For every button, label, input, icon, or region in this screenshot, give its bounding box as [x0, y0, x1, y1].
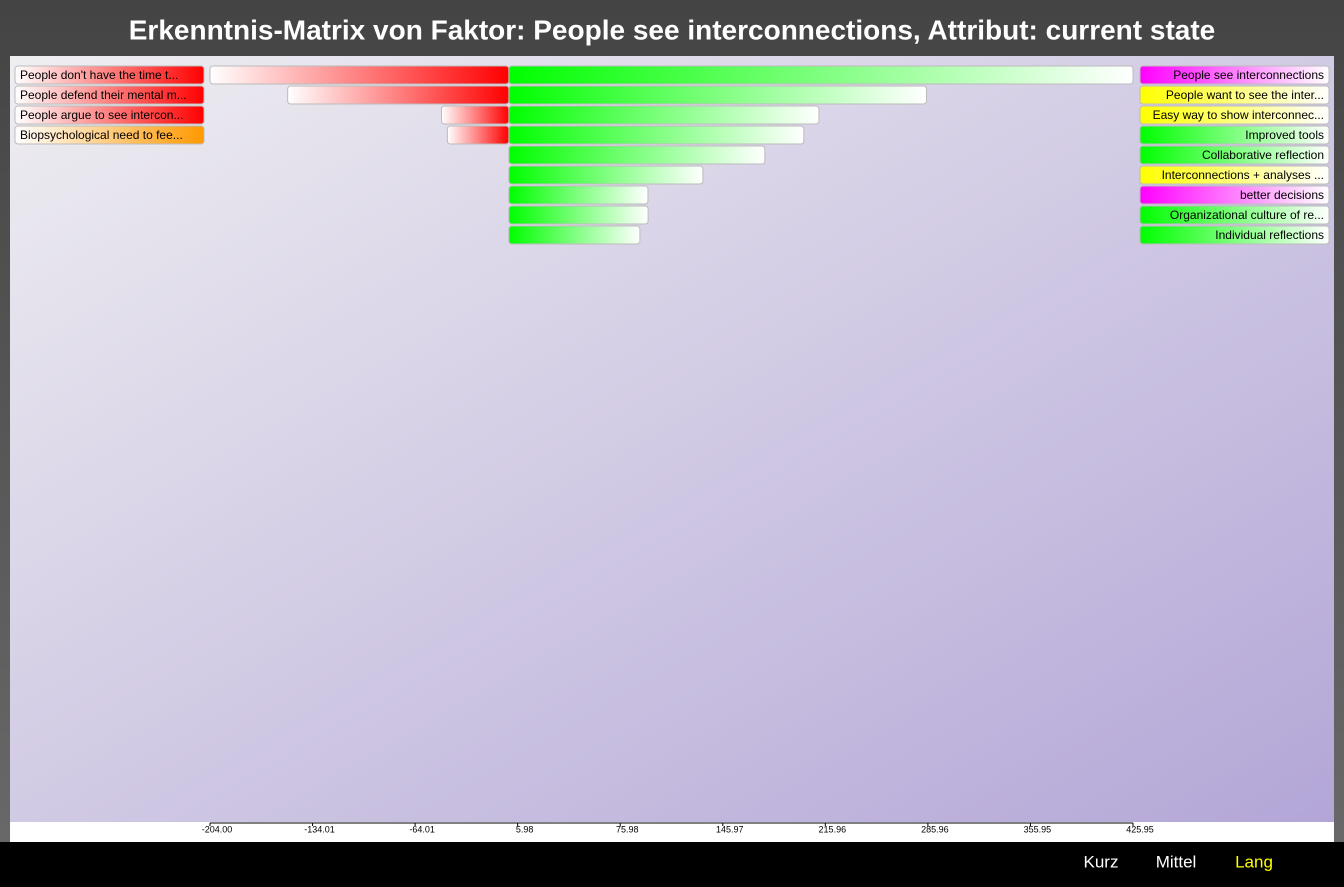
x-tick-label: 285.96: [921, 824, 949, 834]
x-tick-label: -204.00: [202, 824, 233, 834]
bar: [508, 65, 1134, 85]
bar: [508, 105, 820, 125]
row-label: better decisions: [1240, 188, 1324, 202]
label-box: [1139, 105, 1330, 125]
label-box: [1139, 125, 1330, 145]
row-label: Easy way to show interconnec...: [1153, 108, 1324, 122]
bar: [508, 165, 704, 185]
row-label: Collaborative reflection: [1202, 148, 1324, 162]
x-tick-label: 355.95: [1024, 824, 1052, 834]
x-tick-label: 425.95: [1126, 824, 1154, 834]
row-label: People don't have the time t...: [20, 68, 178, 82]
label-box: [1139, 185, 1330, 205]
x-tick-label: 215.96: [819, 824, 847, 834]
row-label: Individual reflections: [1215, 228, 1324, 242]
button[interactable]: Lang: [1235, 852, 1273, 871]
bar: [441, 105, 510, 125]
x-tick-label: -64.01: [409, 824, 435, 834]
bottom-bar: [0, 842, 1344, 887]
row-label: Biopsychological need to fee...: [20, 128, 183, 142]
button[interactable]: Kurz: [1084, 852, 1119, 871]
bar: [508, 225, 641, 245]
label-box: [1139, 85, 1330, 105]
row-label: People see interconnections: [1173, 68, 1324, 82]
label-box: [1139, 145, 1330, 165]
chart-title: Erkenntnis-Matrix von Faktor: People see…: [129, 14, 1216, 45]
row-label: People argue to see intercon...: [20, 108, 183, 122]
label-box: [1139, 65, 1330, 85]
button[interactable]: Mittel: [1156, 852, 1197, 871]
bar: [446, 125, 510, 145]
row-label: Organizational culture of re...: [1170, 208, 1324, 222]
row-label: People want to see the inter...: [1166, 88, 1324, 102]
bar: [508, 205, 649, 225]
bar: [287, 85, 510, 105]
x-tick-label: -134.01: [304, 824, 335, 834]
label-box: [14, 65, 205, 85]
label-box: [1139, 225, 1330, 245]
row-label: People defend their mental m...: [20, 88, 187, 102]
bar: [209, 65, 510, 85]
x-tick-label: 5.98: [516, 824, 534, 834]
label-box: [14, 105, 205, 125]
x-tick-label: 145.97: [716, 824, 744, 834]
bar: [508, 145, 766, 165]
bar: [508, 85, 927, 105]
row-label: Interconnections + analyses ...: [1162, 168, 1324, 182]
label-box: [14, 85, 205, 105]
label-box: [1139, 205, 1330, 225]
label-box: [14, 125, 205, 145]
label-box: [1139, 165, 1330, 185]
bar: [508, 185, 649, 205]
axis-strip: [10, 822, 1334, 842]
x-tick-label: 75.98: [616, 824, 639, 834]
bar: [508, 125, 805, 145]
row-label: Improved tools: [1245, 128, 1324, 142]
